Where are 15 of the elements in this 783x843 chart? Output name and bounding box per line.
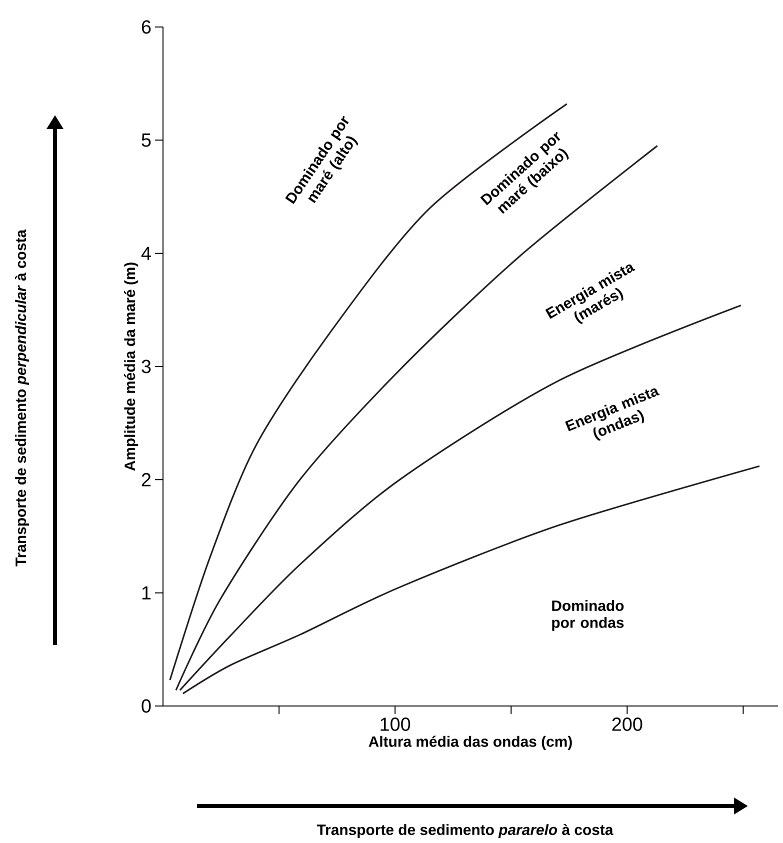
y-tick-label: 0 xyxy=(142,699,151,713)
y-tick-label: 1 xyxy=(142,586,151,600)
x-tick-label: 100 xyxy=(380,718,410,731)
text: Transporte de sedimento perpendicular à costa xyxy=(14,229,30,566)
y-tick-label: 2 xyxy=(142,473,151,486)
y-tick-label: 6 xyxy=(142,20,151,34)
x-tick-label: 200 xyxy=(612,718,642,731)
line-series xyxy=(182,465,760,694)
annotation: Dominado por ondas xyxy=(552,600,624,631)
y-tick-label: 4 xyxy=(141,246,151,260)
y-axis-title: Amplitude média da maré (m) xyxy=(124,262,138,471)
x-axis-title: Altura média das ondas (cm) xyxy=(368,736,572,750)
y-tick-label: 5 xyxy=(142,134,151,147)
y-tick-label: 3 xyxy=(142,360,151,374)
text: Transporte de sedimento pararelo à costa xyxy=(316,824,614,838)
